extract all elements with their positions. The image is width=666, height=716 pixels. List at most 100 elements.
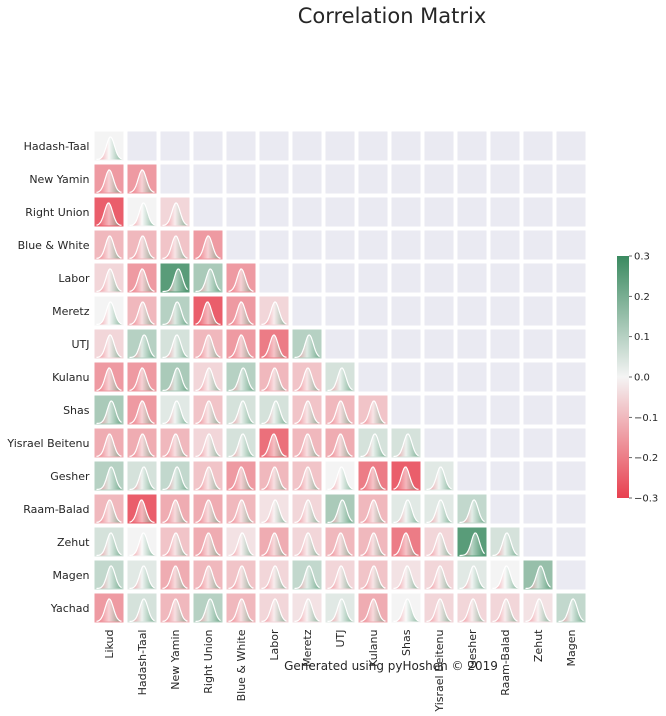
empty-cell bbox=[457, 263, 487, 293]
heatmap-cell bbox=[127, 362, 157, 392]
heatmap-cell bbox=[391, 494, 421, 524]
heatmap-cell bbox=[325, 461, 355, 491]
heatmap-cell bbox=[325, 560, 355, 590]
heatmap-cell bbox=[160, 197, 190, 227]
row-label: Magen bbox=[53, 569, 90, 582]
empty-cell bbox=[457, 131, 487, 161]
empty-cell bbox=[490, 395, 520, 425]
column-label: Meretz bbox=[301, 629, 314, 667]
heatmap-cell bbox=[292, 329, 322, 359]
row-label: New Yamin bbox=[29, 173, 89, 186]
heatmap-cell bbox=[127, 197, 157, 227]
empty-cell bbox=[556, 131, 586, 161]
heatmap-cell bbox=[358, 527, 388, 557]
heatmap-cell bbox=[226, 428, 256, 458]
empty-cell bbox=[556, 164, 586, 194]
heatmap-cell bbox=[226, 560, 256, 590]
row-label: Zehut bbox=[57, 536, 90, 549]
heatmap-cell bbox=[292, 362, 322, 392]
heatmap-cell bbox=[325, 395, 355, 425]
empty-cell bbox=[556, 428, 586, 458]
heatmap-cell bbox=[358, 428, 388, 458]
row-label: UTJ bbox=[71, 338, 89, 351]
chart-title: Correlation Matrix bbox=[298, 4, 487, 28]
heatmap-cell bbox=[127, 230, 157, 260]
column-label: Magen bbox=[565, 629, 578, 666]
empty-cell bbox=[556, 263, 586, 293]
heatmap-cell bbox=[391, 527, 421, 557]
empty-cell bbox=[556, 527, 586, 557]
column-label: Hadash-Taal bbox=[136, 630, 149, 696]
heatmap-cell bbox=[292, 527, 322, 557]
heatmap-grid bbox=[94, 131, 586, 623]
row-label: Yachad bbox=[50, 602, 90, 615]
empty-cell bbox=[490, 362, 520, 392]
heatmap-cell bbox=[193, 428, 223, 458]
column-label: Yisrael Beitenu bbox=[433, 630, 446, 713]
empty-cell bbox=[259, 263, 289, 293]
heatmap-cell bbox=[160, 263, 190, 293]
heatmap-cell bbox=[160, 329, 190, 359]
empty-cell bbox=[391, 197, 421, 227]
empty-cell bbox=[556, 230, 586, 260]
empty-cell bbox=[490, 461, 520, 491]
empty-cell bbox=[358, 197, 388, 227]
heatmap-cell bbox=[160, 296, 190, 326]
empty-cell bbox=[523, 164, 553, 194]
heatmap-cell bbox=[193, 296, 223, 326]
empty-cell bbox=[523, 296, 553, 326]
empty-cell bbox=[556, 560, 586, 590]
empty-cell bbox=[292, 296, 322, 326]
heatmap-cell bbox=[358, 461, 388, 491]
heatmap-cell bbox=[193, 263, 223, 293]
heatmap-cell bbox=[127, 494, 157, 524]
empty-cell bbox=[457, 362, 487, 392]
heatmap-cell bbox=[457, 527, 487, 557]
empty-cell bbox=[325, 263, 355, 293]
empty-cell bbox=[556, 461, 586, 491]
colorbar-tick-label: 0.0 bbox=[634, 373, 650, 384]
empty-cell bbox=[358, 329, 388, 359]
empty-cell bbox=[391, 296, 421, 326]
empty-cell bbox=[424, 131, 454, 161]
heatmap-cell bbox=[226, 362, 256, 392]
heatmap-cell bbox=[160, 593, 190, 623]
empty-cell bbox=[292, 164, 322, 194]
heatmap-cell bbox=[127, 296, 157, 326]
empty-cell bbox=[556, 197, 586, 227]
heatmap-cell bbox=[325, 527, 355, 557]
empty-cell bbox=[358, 230, 388, 260]
colorbar-tick-label: 0.1 bbox=[634, 332, 650, 343]
empty-cell bbox=[424, 296, 454, 326]
heatmap-cell bbox=[490, 527, 520, 557]
heatmap-cell bbox=[358, 560, 388, 590]
colorbar-tick-label: −0.2 bbox=[634, 453, 658, 464]
heatmap-cell bbox=[160, 362, 190, 392]
colorbar-tick-label: 0.2 bbox=[634, 292, 650, 303]
empty-cell bbox=[490, 494, 520, 524]
heatmap-cell bbox=[160, 230, 190, 260]
heatmap-cell bbox=[358, 494, 388, 524]
row-label: Right Union bbox=[25, 206, 89, 219]
heatmap-cell bbox=[94, 593, 124, 623]
heatmap-cell bbox=[160, 461, 190, 491]
empty-cell bbox=[193, 197, 223, 227]
empty-cell bbox=[259, 197, 289, 227]
heatmap-cell bbox=[94, 461, 124, 491]
empty-cell bbox=[523, 197, 553, 227]
heatmap-cell bbox=[391, 428, 421, 458]
column-label: Gesher bbox=[466, 629, 479, 669]
heatmap-cell bbox=[259, 395, 289, 425]
empty-cell bbox=[424, 329, 454, 359]
heatmap-cell bbox=[226, 395, 256, 425]
empty-cell bbox=[358, 263, 388, 293]
column-label: Raam-Balad bbox=[499, 630, 512, 696]
heatmap-cell bbox=[127, 164, 157, 194]
empty-cell bbox=[391, 263, 421, 293]
empty-cell bbox=[490, 296, 520, 326]
heatmap-cell bbox=[259, 527, 289, 557]
row-label: Meretz bbox=[52, 305, 90, 318]
heatmap-cell bbox=[490, 560, 520, 590]
heatmap-cell bbox=[127, 329, 157, 359]
empty-cell bbox=[325, 230, 355, 260]
